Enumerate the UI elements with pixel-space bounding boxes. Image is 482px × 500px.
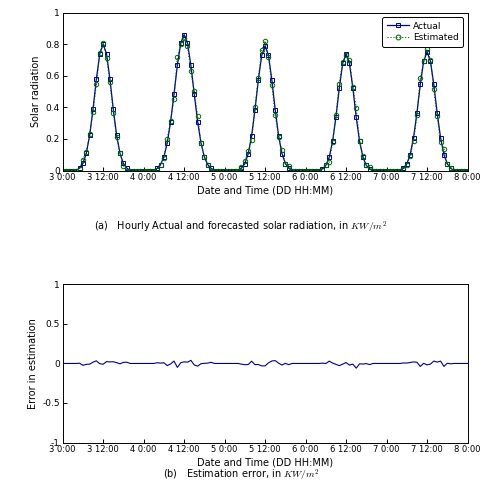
X-axis label: Date and Time (DD HH:MM): Date and Time (DD HH:MM) bbox=[197, 457, 333, 467]
Text: (b)   Estimation error, in $\mathit{KW/m^2}$: (b) Estimation error, in $\mathit{KW/m^2… bbox=[163, 468, 319, 482]
Text: (a)   Hourly Actual and forecasted solar radiation, in $\mathit{KW/m^2}$: (a) Hourly Actual and forecasted solar r… bbox=[94, 220, 388, 235]
Y-axis label: Solar radiation: Solar radiation bbox=[31, 56, 41, 128]
X-axis label: Date and Time (DD HH:MM): Date and Time (DD HH:MM) bbox=[197, 185, 333, 195]
Y-axis label: Error in estimation: Error in estimation bbox=[28, 318, 38, 409]
Legend: Actual, Estimated: Actual, Estimated bbox=[382, 17, 463, 47]
